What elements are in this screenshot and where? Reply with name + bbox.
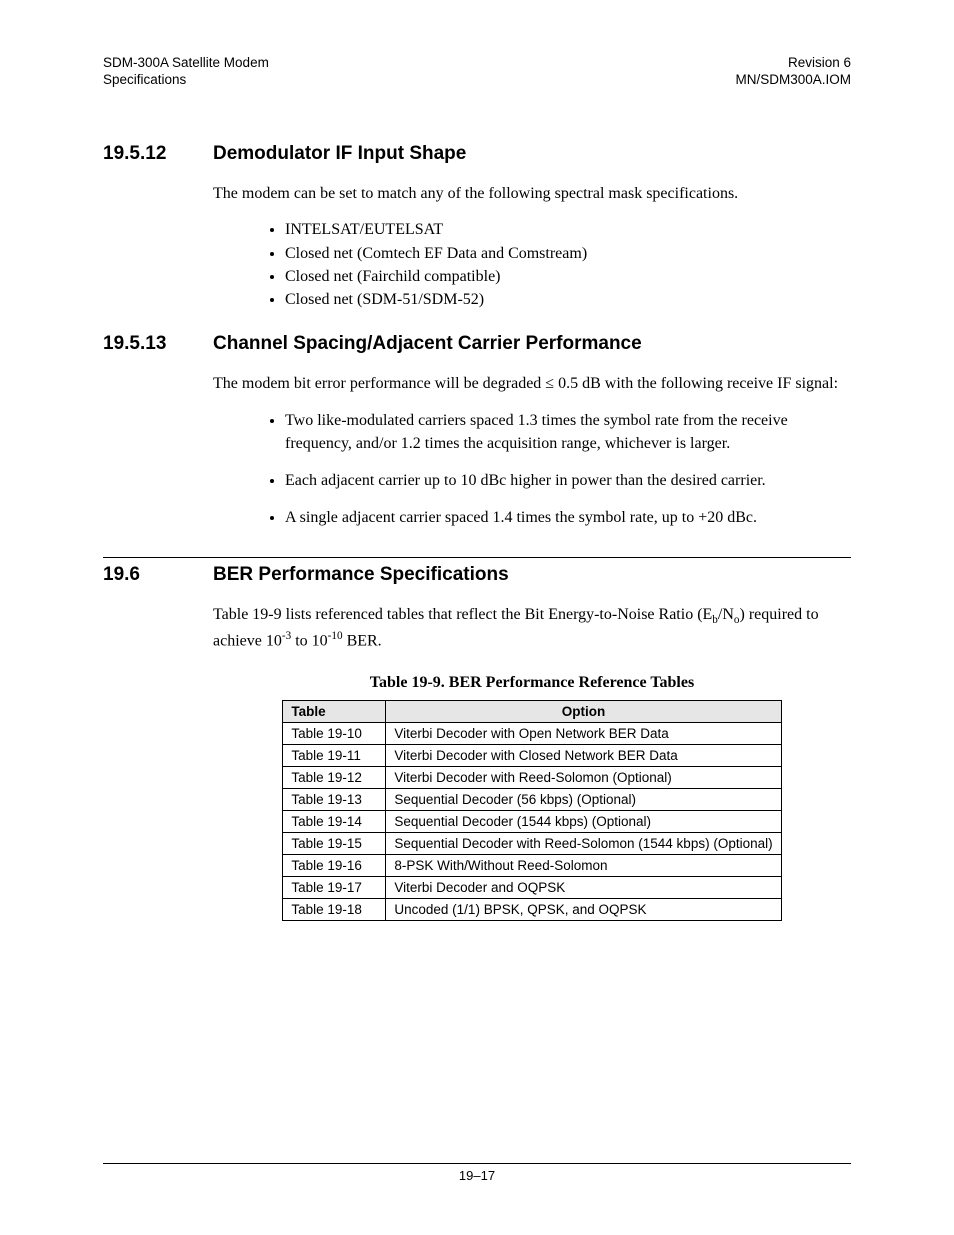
table-cell-option: Viterbi Decoder with Open Network BER Da… xyxy=(386,722,781,744)
table-cell-ref: Table 19-14 xyxy=(283,810,386,832)
page: SDM-300A Satellite Modem Specifications … xyxy=(0,0,954,1235)
section-number: 19.5.12 xyxy=(103,143,213,165)
table-row: Table 19-10Viterbi Decoder with Open Net… xyxy=(283,722,781,744)
table-row: Table 19-13Sequential Decoder (56 kbps) … xyxy=(283,788,781,810)
table-cell-ref: Table 19-16 xyxy=(283,854,386,876)
table-cell-ref: Table 19-12 xyxy=(283,766,386,788)
bullet-list: INTELSAT/EUTELSAT Closed net (Comtech EF… xyxy=(213,218,851,311)
table-cell-ref: Table 19-10 xyxy=(283,722,386,744)
table-cell-option: Viterbi Decoder with Closed Network BER … xyxy=(386,744,781,766)
page-footer: 19–17 xyxy=(103,1163,851,1183)
col-header-table: Table xyxy=(283,700,386,722)
table-cell-ref: Table 19-15 xyxy=(283,832,386,854)
list-item: Two like-modulated carriers spaced 1.3 t… xyxy=(285,409,851,455)
paragraph: The modem bit error performance will be … xyxy=(213,373,851,395)
table-cell-ref: Table 19-18 xyxy=(283,898,386,920)
section-body: The modem can be set to match any of the… xyxy=(213,183,851,311)
table-row: Table 19-18Uncoded (1/1) BPSK, QPSK, and… xyxy=(283,898,781,920)
header-left: SDM-300A Satellite Modem Specifications xyxy=(103,55,269,89)
list-item: Closed net (Comtech EF Data and Comstrea… xyxy=(285,242,851,265)
table-header-row: Table Option xyxy=(283,700,781,722)
list-item: INTELSAT/EUTELSAT xyxy=(285,218,851,241)
section-body: The modem bit error performance will be … xyxy=(213,373,851,529)
header-right: Revision 6 MN/SDM300A.IOM xyxy=(735,55,851,89)
paragraph: Table 19-9 lists referenced tables that … xyxy=(213,604,851,651)
section-heading-19-5-12: 19.5.12 Demodulator IF Input Shape xyxy=(103,143,851,165)
header-section: Specifications xyxy=(103,72,269,89)
list-item: Each adjacent carrier up to 10 dBc highe… xyxy=(285,469,851,492)
table-caption: Table 19-9. BER Performance Reference Ta… xyxy=(213,674,851,692)
header-product: SDM-300A Satellite Modem xyxy=(103,55,269,72)
table-row: Table 19-17Viterbi Decoder and OQPSK xyxy=(283,876,781,898)
page-header: SDM-300A Satellite Modem Specifications … xyxy=(103,55,851,89)
section-body: Table 19-9 lists referenced tables that … xyxy=(213,604,851,920)
section-heading-19-6: 19.6 BER Performance Specifications xyxy=(103,557,851,586)
table-body: Table 19-10Viterbi Decoder with Open Net… xyxy=(283,722,781,920)
table-cell-ref: Table 19-13 xyxy=(283,788,386,810)
header-docid: MN/SDM300A.IOM xyxy=(735,72,851,89)
bullet-list: Two like-modulated carriers spaced 1.3 t… xyxy=(213,409,851,530)
section-heading-19-5-13: 19.5.13 Channel Spacing/Adjacent Carrier… xyxy=(103,333,851,355)
section-number: 19.5.13 xyxy=(103,333,213,355)
table-cell-option: Sequential Decoder with Reed-Solomon (15… xyxy=(386,832,781,854)
table-row: Table 19-168-PSK With/Without Reed-Solom… xyxy=(283,854,781,876)
table-row: Table 19-15Sequential Decoder with Reed-… xyxy=(283,832,781,854)
list-item: Closed net (SDM-51/SDM-52) xyxy=(285,288,851,311)
table-cell-option: Uncoded (1/1) BPSK, QPSK, and OQPSK xyxy=(386,898,781,920)
table-cell-option: Sequential Decoder (1544 kbps) (Optional… xyxy=(386,810,781,832)
header-revision: Revision 6 xyxy=(735,55,851,72)
list-item: Closed net (Fairchild compatible) xyxy=(285,265,851,288)
col-header-option: Option xyxy=(386,700,781,722)
table-cell-ref: Table 19-11 xyxy=(283,744,386,766)
table-cell-option: Sequential Decoder (56 kbps) (Optional) xyxy=(386,788,781,810)
section-title: Channel Spacing/Adjacent Carrier Perform… xyxy=(213,333,642,355)
table-cell-option: 8-PSK With/Without Reed-Solomon xyxy=(386,854,781,876)
table-cell-option: Viterbi Decoder and OQPSK xyxy=(386,876,781,898)
paragraph: The modem can be set to match any of the… xyxy=(213,183,851,205)
page-number: 19–17 xyxy=(459,1168,495,1183)
section-title: Demodulator IF Input Shape xyxy=(213,143,466,165)
table-cell-ref: Table 19-17 xyxy=(283,876,386,898)
table-cell-option: Viterbi Decoder with Reed-Solomon (Optio… xyxy=(386,766,781,788)
ber-reference-table: Table Option Table 19-10Viterbi Decoder … xyxy=(282,700,781,921)
section-number: 19.6 xyxy=(103,564,213,586)
list-item: A single adjacent carrier spaced 1.4 tim… xyxy=(285,506,851,529)
table-row: Table 19-14Sequential Decoder (1544 kbps… xyxy=(283,810,781,832)
section-title: BER Performance Specifications xyxy=(213,564,509,586)
table-row: Table 19-12Viterbi Decoder with Reed-Sol… xyxy=(283,766,781,788)
table-row: Table 19-11Viterbi Decoder with Closed N… xyxy=(283,744,781,766)
